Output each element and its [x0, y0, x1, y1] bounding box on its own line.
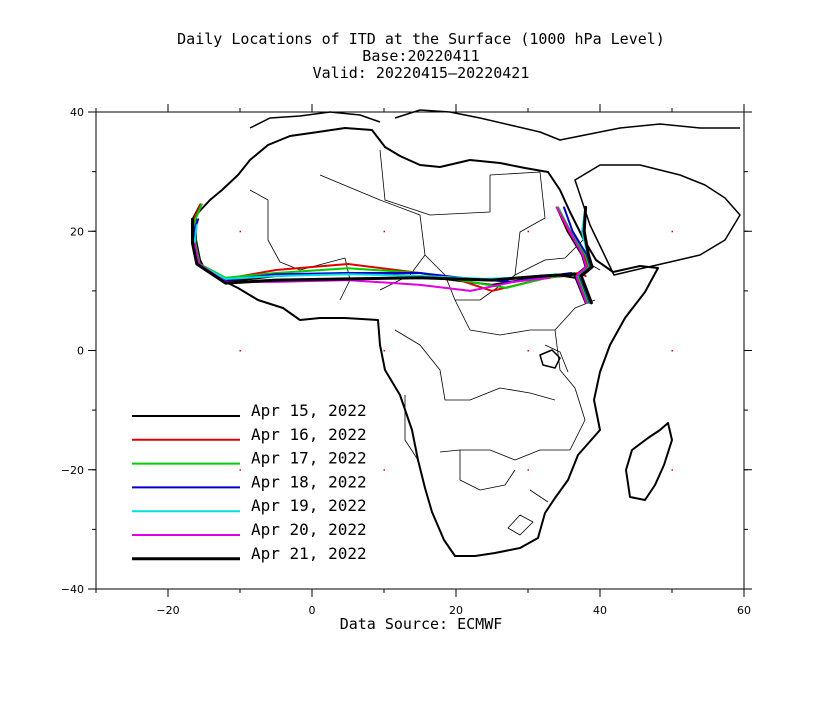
grid-dot [671, 230, 673, 233]
itd-line-west [191, 217, 577, 285]
grid-dot [527, 350, 529, 352]
africa-landmass [195, 109, 741, 557]
grid-dot [671, 469, 673, 471]
grid-dot [383, 230, 385, 233]
grid-dot [383, 469, 385, 471]
legend-label: Apr 20, 2022 [251, 520, 367, 539]
lake-victoria [539, 349, 561, 369]
grid-dot [527, 230, 529, 233]
axes: −20 0 20 40 60 40 20 0 −20 −40 [61, 104, 752, 617]
title-line-1: Daily Locations of ITD at the Surface (1… [177, 30, 665, 48]
itd-line-east [579, 205, 594, 305]
itd-series-lines [191, 203, 594, 305]
y-tick-label: 0 [77, 345, 84, 358]
grid-reference-dots [239, 230, 673, 471]
madagascar [625, 422, 673, 501]
itd-line-west [192, 218, 573, 283]
legend-label: Apr 15, 2022 [251, 401, 367, 420]
x-tick-label: −20 [156, 604, 179, 617]
arabian-peninsula [574, 164, 741, 276]
legend-label: Apr 17, 2022 [251, 449, 367, 468]
legend-label: Apr 21, 2022 [251, 544, 367, 563]
grid-dot [239, 350, 241, 352]
europe-coast [249, 109, 740, 141]
x-tick-label: 40 [593, 604, 607, 617]
legend-label: Apr 16, 2022 [251, 425, 367, 444]
plot-frame [95, 111, 745, 590]
grid-dot [383, 350, 385, 352]
y-tick-label: −20 [61, 464, 84, 477]
y-tick-label: 40 [70, 106, 84, 119]
title-line-2: Base:20220411 [362, 47, 480, 65]
y-tick-label: −40 [61, 583, 84, 596]
grid-dot [239, 230, 241, 233]
map-title: Daily Locations of ITD at the Surface (1… [0, 31, 826, 82]
legend: Apr 15, 2022 Apr 16, 2022 Apr 17, 2022 Apr … [132, 401, 367, 563]
grid-dot [239, 469, 241, 471]
x-tick-label: 0 [309, 604, 316, 617]
grid-dot [671, 350, 673, 352]
africa-coastline [195, 127, 659, 557]
x-tick-label: 60 [737, 604, 751, 617]
legend-label: Apr 19, 2022 [251, 496, 367, 515]
data-source-label: Data Source: ECMWF [339, 615, 503, 633]
title-line-3: Valid: 20220415—20220421 [312, 64, 530, 82]
itd-line-east [555, 206, 588, 304]
legend-label: Apr 18, 2022 [251, 472, 367, 491]
y-tick-label: 20 [70, 225, 84, 238]
grid-dot [527, 469, 529, 471]
x-tick-label: 20 [449, 604, 463, 617]
